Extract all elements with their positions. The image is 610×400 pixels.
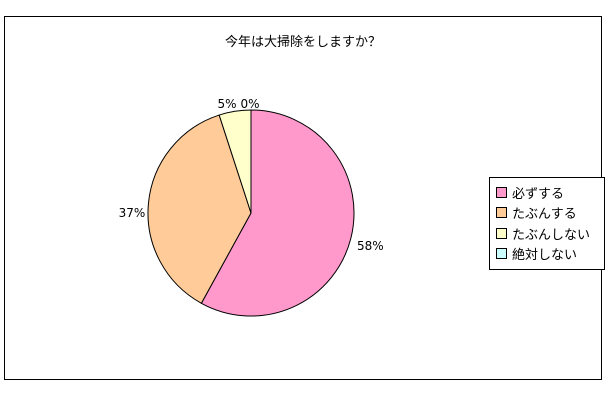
- chart-title: 今年は大掃除をしますか？: [224, 35, 381, 50]
- legend-label-4: 絶対しない: [512, 248, 578, 264]
- legend-swatch-2: [496, 207, 507, 219]
- data-label-1: 58%: [357, 239, 384, 253]
- chart-area: 今年は大掃除をしますか？ 58% 37% 5% 0% 必ずするたぶんするたぶんしない絶…: [4, 16, 605, 380]
- legend-swatch-1: [496, 186, 507, 198]
- data-label-3: 5%: [217, 97, 236, 111]
- chart-legend: 必ずするたぶんするたぶんしない 絶対しない: [489, 177, 605, 270]
- legend-item-3: たぶんしない: [496, 223, 604, 244]
- pie-slice-3: [218, 109, 252, 214]
- pie-slice-1: [200, 109, 355, 317]
- pie-slice-2: [147, 114, 252, 304]
- legend-swatch-4: [496, 248, 507, 260]
- legend-label-3: たぶんしない: [512, 227, 591, 243]
- legend-label-1: 必ずする: [512, 186, 565, 202]
- pie-chart: 58% 37% 5% 0%: [119, 97, 384, 317]
- legend-item-4: 絶対しない: [496, 244, 604, 265]
- legend-label-2: たぶんする: [512, 207, 577, 223]
- data-label-4: 0%: [240, 97, 259, 111]
- legend-item-1: 必ずする: [496, 182, 604, 203]
- legend-swatch-3: [496, 227, 507, 239]
- legend-item-2: たぶんする: [496, 203, 604, 224]
- data-label-2: 37%: [119, 206, 146, 220]
